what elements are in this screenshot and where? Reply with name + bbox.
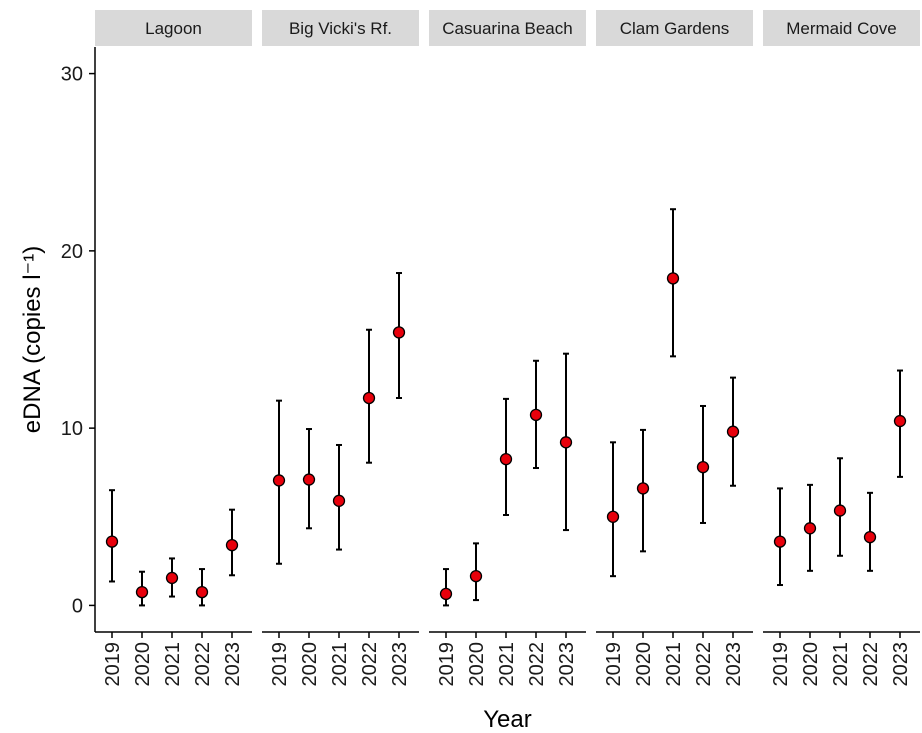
- facet-panel: Lagoon 2019 2020 2021 2022 2023: [95, 10, 252, 687]
- data-point: [135, 585, 149, 599]
- data-point: [499, 453, 513, 466]
- x-tick-label: 2021: [329, 642, 351, 687]
- data-point: [105, 535, 119, 548]
- y-tick-label: 30: [61, 64, 83, 86]
- data-point: [726, 425, 740, 438]
- x-tick-label: 2023: [556, 642, 578, 687]
- data-point: [195, 585, 209, 599]
- data-point: [439, 587, 453, 601]
- x-tick-label: 2022: [359, 642, 381, 687]
- data-point: [272, 474, 286, 487]
- data-point: [362, 391, 376, 405]
- facet-strip: [95, 10, 252, 46]
- data-point: [893, 414, 907, 428]
- x-tick-label: 2019: [436, 642, 458, 687]
- facet-strip-label: Big Vicki's Rf.: [289, 19, 392, 38]
- facet-strip: [262, 10, 419, 46]
- data-point: [606, 510, 620, 523]
- x-tick-label: 2023: [723, 642, 745, 687]
- data-point: [302, 473, 316, 486]
- x-tick-label: 2023: [890, 642, 912, 687]
- data-point: [225, 538, 239, 552]
- facet-strip: [763, 10, 920, 46]
- x-tick-label: 2021: [663, 642, 685, 687]
- y-tick-label: 20: [61, 241, 83, 263]
- x-tick-label: 2022: [693, 642, 715, 687]
- y-axis-title: eDNA (copies l⁻¹): [19, 246, 46, 433]
- facet-panel: Casuarina Beach 2019 2020 2021 2022 2023: [429, 10, 586, 687]
- facet-strip-label: Lagoon: [145, 19, 202, 38]
- x-tick-label: 2022: [526, 642, 548, 687]
- data-point: [392, 326, 406, 339]
- facet-strip: [429, 10, 586, 46]
- data-point: [469, 570, 483, 583]
- data-point: [696, 460, 710, 474]
- x-tick-label: 2019: [269, 642, 291, 687]
- x-tick-label: 2019: [770, 642, 792, 687]
- data-point: [666, 272, 680, 285]
- x-tick-label: 2023: [222, 642, 244, 687]
- x-tick-label: 2023: [389, 642, 411, 687]
- x-tick-label: 2020: [132, 642, 154, 687]
- x-tick-label: 2021: [162, 642, 184, 687]
- x-tick-label: 2020: [633, 642, 655, 687]
- x-tick-label: 2020: [800, 642, 822, 687]
- data-point: [559, 436, 573, 449]
- x-tick-label: 2019: [102, 642, 124, 687]
- data-point: [773, 535, 787, 548]
- x-tick-label: 2019: [603, 642, 625, 687]
- x-tick-label: 2020: [466, 642, 488, 687]
- x-axis-title: Year: [483, 706, 532, 733]
- facet-strip-label: Clam Gardens: [620, 19, 730, 38]
- x-tick-label: 2021: [830, 642, 852, 687]
- facet-panel: Clam Gardens 2019 2020 2021 2022 2023: [596, 10, 753, 687]
- y-axis: 0 10 20 30: [61, 47, 96, 632]
- data-point: [529, 408, 543, 421]
- x-tick-label: 2020: [299, 642, 321, 687]
- x-tick-label: 2022: [192, 642, 214, 687]
- data-point: [803, 522, 817, 535]
- data-point: [165, 571, 179, 585]
- data-point: [863, 531, 877, 544]
- facet-strip: [596, 10, 753, 46]
- data-point: [833, 504, 847, 517]
- facet-strip-label: Casuarina Beach: [442, 19, 572, 38]
- y-tick-label: 0: [72, 595, 83, 617]
- facet-panel: Big Vicki's Rf. 2019 2020 2021 2022 2023: [262, 10, 419, 687]
- facet-strip-label: Mermaid Cove: [786, 19, 897, 38]
- x-tick-label: 2022: [860, 642, 882, 687]
- y-tick-label: 10: [61, 418, 83, 440]
- x-tick-label: 2021: [496, 642, 518, 687]
- facet-panel: Mermaid Cove 2019 2020 2021 2022 2023: [763, 10, 920, 687]
- data-point: [332, 494, 346, 507]
- data-point: [636, 482, 650, 495]
